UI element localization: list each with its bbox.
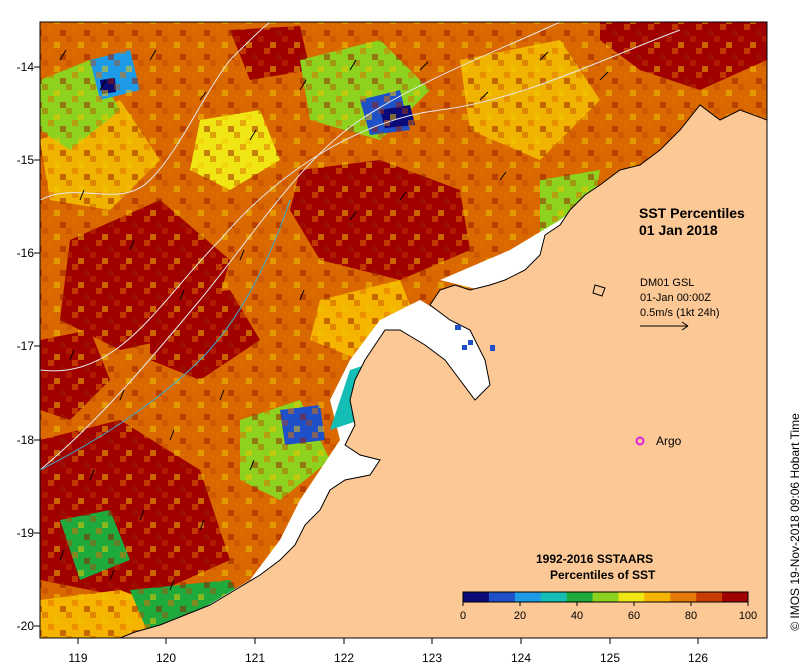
island xyxy=(592,284,606,297)
colorbar-swatch xyxy=(618,592,645,602)
colorbar-tick: 80 xyxy=(684,610,698,622)
lon-label: 126 xyxy=(687,651,709,665)
current-vectors xyxy=(59,49,609,591)
isobath-deep xyxy=(40,199,291,471)
lat-label: -15 xyxy=(16,153,34,167)
map-date: 01 Jan 2018 xyxy=(639,222,718,238)
colorbar-swatch xyxy=(670,592,697,602)
current-time-label: 01-Jan 00:00Z xyxy=(640,292,711,304)
argo-float-marker[interactable] xyxy=(635,436,645,446)
colorbar-swatch xyxy=(696,592,723,602)
colorbar xyxy=(462,591,749,606)
colorbar-tick: 60 xyxy=(627,610,641,622)
lat-label: -17 xyxy=(16,339,34,353)
colorbar-swatch xyxy=(566,592,594,602)
gulf-cool-cells xyxy=(455,325,495,351)
plot-frame xyxy=(39,21,768,639)
lon-label: 125 xyxy=(599,651,621,665)
colorbar-tick: 40 xyxy=(570,610,584,622)
lat-label: -16 xyxy=(16,246,34,260)
lat-label: -20 xyxy=(16,619,34,633)
colorbar-tick: 20 xyxy=(513,610,527,622)
lat-label: -19 xyxy=(16,526,34,540)
colorbar-swatch xyxy=(488,592,516,602)
current-scale-arrow xyxy=(640,321,689,331)
colorbar-tick: 0 xyxy=(459,610,467,622)
lon-label: 120 xyxy=(155,651,177,665)
colorbar-subtitle: Percentiles of SST xyxy=(550,568,656,582)
lon-label: 121 xyxy=(244,651,266,665)
credit-text: © IMOS 19-Nov-2018 09:06 Hobart Time xyxy=(788,413,802,631)
colorbar-swatch xyxy=(540,592,568,602)
colorbar-swatch xyxy=(644,592,671,602)
current-scale-label: 0.5m/s (1kt 24h) xyxy=(640,307,720,319)
lon-ticks xyxy=(77,638,699,644)
current-source-label: DM01 GSL xyxy=(640,277,695,289)
colorbar-swatch xyxy=(463,592,490,602)
isobaths xyxy=(40,22,681,471)
colorbar-title: 1992-2016 SSTAARS xyxy=(536,552,654,566)
lon-label: 122 xyxy=(333,651,355,665)
colorbar-swatch xyxy=(722,592,749,602)
lon-label: 119 xyxy=(68,651,88,665)
lon-label: 123 xyxy=(421,651,443,665)
colorbar-frame xyxy=(462,591,749,603)
land-australia xyxy=(119,104,767,638)
map-title: SST Percentiles xyxy=(639,205,745,221)
colorbar-tick: 100 xyxy=(738,610,758,622)
lat-label: -18 xyxy=(16,433,34,447)
lat-label: -14 xyxy=(16,60,34,74)
lat-ticks xyxy=(34,66,40,627)
colorbar-swatch xyxy=(514,592,542,602)
lon-label: 124 xyxy=(510,651,532,665)
argo-label: Argo xyxy=(656,434,682,448)
colorbar-swatch xyxy=(592,592,619,602)
